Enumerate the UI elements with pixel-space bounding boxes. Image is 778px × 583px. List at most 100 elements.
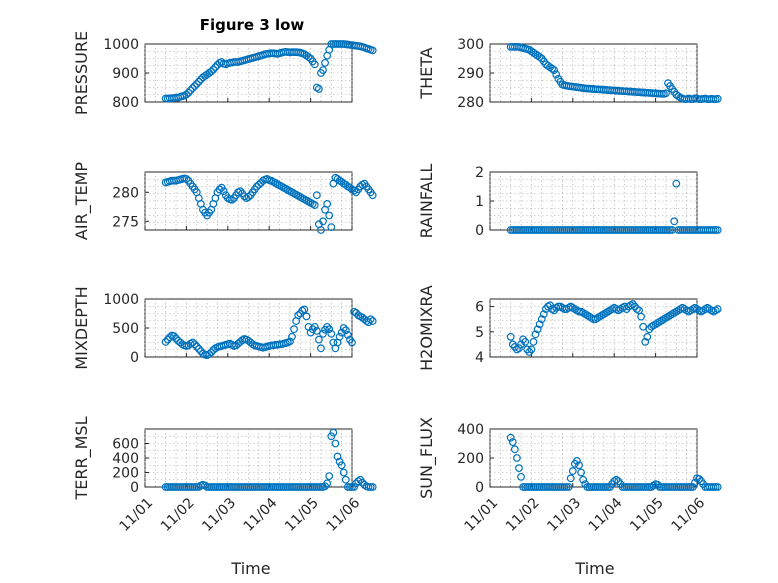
x-tick-label: 11/04 <box>241 495 281 535</box>
data-point <box>228 195 236 204</box>
subplot-4: 0 1 2 RAINFALL <box>417 164 722 239</box>
data-point <box>312 327 321 335</box>
data-point <box>341 326 350 335</box>
y-tick-label: 500 <box>112 321 139 337</box>
data-point <box>533 325 542 334</box>
data-point <box>161 338 170 346</box>
y-tick-label: 200 <box>457 451 484 467</box>
y-tick-label: 800 <box>112 95 139 111</box>
data-point <box>368 317 377 325</box>
data-point <box>325 472 334 481</box>
data-point <box>535 53 544 61</box>
data-point <box>515 344 523 353</box>
x-tick-label: 11/06 <box>323 495 363 535</box>
data-point <box>339 468 348 477</box>
data-point <box>323 479 332 488</box>
data-point <box>577 468 585 477</box>
data-point <box>539 310 548 319</box>
data-point <box>366 315 375 324</box>
data-point <box>319 66 327 74</box>
y-tick-label: 1000 <box>103 37 139 53</box>
data-point <box>190 340 199 349</box>
x-tick-label: 11/04 <box>586 495 626 535</box>
subplot-8: 0 200 400 11/01 11/02 11/03 11/04 11/05 11/06 SUN… <box>417 417 722 535</box>
data-point <box>674 92 683 101</box>
y-tick-label: 290 <box>457 66 484 82</box>
data-point <box>211 63 220 72</box>
data-point <box>329 428 338 437</box>
y-tick-label: 600 <box>112 437 139 453</box>
data-point <box>695 475 703 483</box>
x-tick-label: 11/03 <box>544 495 584 535</box>
data-point <box>548 64 556 73</box>
y-axis-label: AIR_TEMP <box>72 162 92 240</box>
data-point <box>184 88 193 97</box>
data-point <box>254 180 263 189</box>
x-tick-label: 11/06 <box>668 495 708 535</box>
y-tick-label: 2 <box>475 165 484 181</box>
data-point <box>713 305 722 313</box>
data-point <box>368 191 377 200</box>
data-point <box>688 483 697 491</box>
y-axis-label: THETA <box>417 47 436 99</box>
data-point <box>188 338 197 347</box>
y-axis-label: RAINFALL <box>417 164 436 239</box>
data-point <box>192 80 201 88</box>
data-point <box>290 325 298 334</box>
data-point <box>288 332 296 341</box>
data-point <box>310 60 319 69</box>
y-axis-label: TERR_MSL <box>72 416 92 500</box>
y-tick-label: 1000 <box>103 292 139 308</box>
y-tick-label: 1 <box>475 194 484 210</box>
data-point <box>564 483 573 491</box>
data-point <box>662 89 670 98</box>
data-point <box>713 226 722 234</box>
y-tick-label: 400 <box>112 451 139 467</box>
data-point <box>207 348 216 357</box>
data-point <box>327 329 336 338</box>
data-point <box>510 445 519 454</box>
data-point <box>643 332 652 341</box>
y-tick-label: 6 <box>475 300 484 316</box>
data-point <box>575 461 583 470</box>
y-tick-label: 280 <box>457 95 484 111</box>
data-point <box>244 193 253 201</box>
data-point <box>294 311 303 320</box>
data-point <box>641 337 650 346</box>
data-point <box>317 226 325 234</box>
x-tick-label: 11/02 <box>503 495 543 535</box>
data-point <box>327 223 336 232</box>
data-point <box>331 439 340 448</box>
y-axis-label: PRESSURE <box>72 31 91 115</box>
data-point <box>348 338 356 347</box>
data-point <box>323 199 332 208</box>
data-point <box>300 305 309 314</box>
data-point <box>308 325 317 334</box>
y-axis-label: SUN_FLUX <box>417 417 437 499</box>
data-point <box>192 342 201 351</box>
y-tick-label: 0 <box>130 350 139 366</box>
data-point <box>310 322 319 331</box>
data-point <box>713 483 722 491</box>
data-point <box>537 315 546 324</box>
subplot-2: 280 290 300 THETA <box>417 37 722 111</box>
data-point <box>186 86 195 95</box>
data-point <box>350 186 358 195</box>
data-point <box>612 475 621 484</box>
data-point <box>335 332 344 341</box>
data-point <box>314 335 323 344</box>
data-point <box>312 191 321 200</box>
data-point <box>368 46 377 55</box>
data-point <box>637 312 646 321</box>
y-tick-label: 275 <box>112 214 139 230</box>
data-point <box>506 332 515 341</box>
y-tick-label: 0 <box>475 480 484 496</box>
data-point <box>319 329 327 338</box>
data-point <box>343 331 352 339</box>
data-point <box>550 66 559 74</box>
y-tick-label: 5 <box>475 325 484 341</box>
data-point <box>325 325 334 334</box>
